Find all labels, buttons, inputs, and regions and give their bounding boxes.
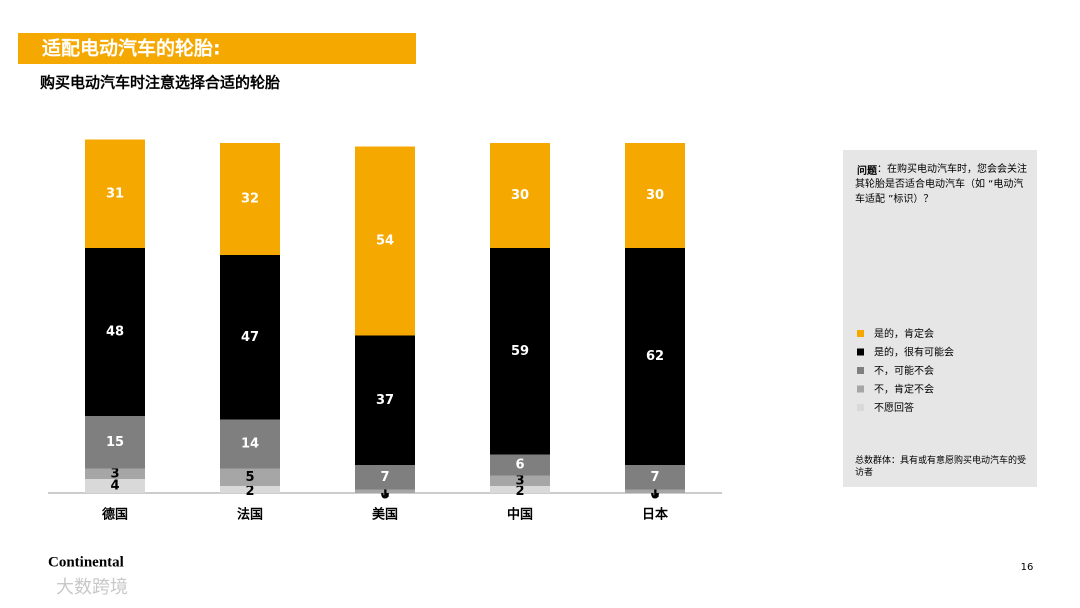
legend-swatch (857, 330, 864, 337)
base-note: 总数群体：具有或有意愿购买电动汽车的受访者 (855, 456, 1027, 478)
value-label: 37 (376, 393, 394, 408)
logo: Continental (48, 554, 124, 570)
title-band (18, 33, 416, 64)
value-label: 48 (106, 325, 124, 340)
bar-segment (625, 465, 685, 490)
bar-segment (85, 468, 145, 479)
bar-segment (85, 416, 145, 469)
bar-segment (355, 146, 415, 336)
bar-segment (220, 143, 280, 255)
bar-segment (220, 486, 280, 493)
value-label: 4 (110, 479, 119, 494)
value-label: 62 (646, 349, 664, 364)
legend-label: 不愿回答 (874, 401, 914, 414)
legend-label: 是的，很有可能会 (874, 346, 954, 359)
chart-title: 适配电动汽车的轮胎: (42, 37, 221, 60)
legend-label: 是的，肯定会 (874, 327, 934, 340)
value-label: 5 (245, 470, 254, 485)
x-tick-label: 日本 (642, 507, 668, 523)
chart-subtitle: 购买电动汽车时注意选择合适的轮胎 (40, 74, 280, 92)
legend-swatch (857, 367, 864, 374)
question-label: 问题 (857, 164, 878, 177)
legend-label: 不，可能不会 (874, 364, 934, 377)
bar-segment (490, 486, 550, 493)
bar-segment (220, 255, 280, 420)
bar-segment (490, 454, 550, 476)
legend-swatch (857, 385, 864, 393)
value-label: 1 (380, 486, 389, 501)
value-label: 47 (241, 330, 259, 345)
question-box: ：在购买电动汽车时，您会会关注其轮胎是否适合电动汽车（如 “电动汽车适配 ”标识… (855, 164, 1027, 205)
bar-segment (355, 489, 415, 493)
value-label: 7 (380, 470, 389, 485)
bar-segment (490, 143, 550, 248)
x-tick-label: 美国 (372, 507, 398, 523)
value-label: 6 (515, 458, 524, 473)
bar-segment (220, 419, 280, 469)
value-label: 3 (515, 473, 524, 488)
value-label: 32 (241, 192, 259, 207)
legend-label: 不，肯定不会 (874, 383, 934, 396)
legend-swatch (857, 348, 864, 356)
bar-segment (85, 139, 145, 248)
bar-segment (220, 468, 280, 486)
base-box: 总数群体：具有或有意愿购买电动汽车的受访者 (855, 456, 1027, 478)
bar-segment (355, 465, 415, 490)
legend-swatch (857, 404, 864, 411)
x-tick-label: 法国 (237, 507, 263, 523)
bar-segment (355, 335, 415, 465)
value-label: 15 (106, 435, 124, 450)
side-panel (843, 150, 1037, 487)
value-label: 59 (511, 344, 529, 359)
value-label: 30 (646, 188, 664, 203)
bar-segment (625, 143, 685, 248)
bar-segment (490, 248, 550, 455)
bar-segment (625, 248, 685, 465)
value-label: 2 (515, 484, 524, 499)
value-label: 2 (245, 484, 254, 499)
question: ：在购买电动汽车时，您会会关注其轮胎是否适合电动汽车（如 “电动汽车适配 ”标识… (855, 164, 1027, 205)
bar-segment (85, 479, 145, 493)
value-label: 30 (511, 188, 529, 203)
watermark: 大数跨境 (56, 577, 128, 598)
value-label: 54 (376, 234, 394, 249)
x-tick-label: 中国 (507, 507, 533, 523)
value-label: 7 (650, 470, 659, 485)
bar-segment (85, 248, 145, 416)
page-number: 16 (1021, 562, 1034, 573)
value-label: 0 (380, 488, 389, 503)
bar-segment (625, 489, 685, 493)
value-label: 14 (241, 437, 259, 452)
value-label: 0 (650, 488, 659, 503)
bar-segment (490, 475, 550, 486)
x-tick-label: 德国 (102, 507, 128, 523)
value-label: 31 (106, 186, 124, 201)
value-label: 1 (650, 486, 659, 501)
value-label: 3 (110, 466, 119, 481)
